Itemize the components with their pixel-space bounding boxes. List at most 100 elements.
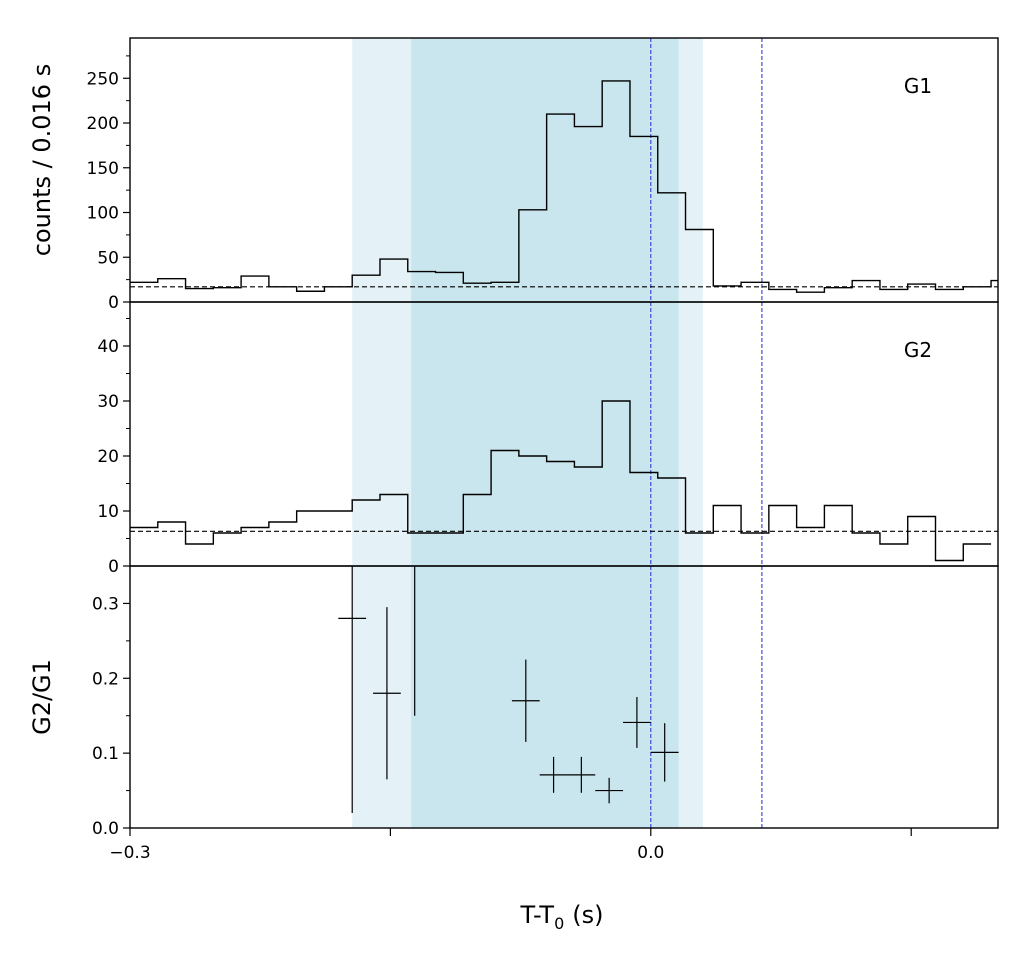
histogram-bin [519,455,547,457]
histogram-bin [436,532,464,534]
histogram-bin [186,288,214,290]
histogram-bin [519,209,547,211]
histogram-bin [408,532,436,534]
panel-2-histogram [130,400,992,562]
histogram-bin [158,521,186,523]
histogram-bin [213,532,241,534]
histogram-bin [436,271,464,273]
histogram-bin [186,543,214,545]
histogram-bin [241,527,269,529]
panel-3-ytick-label: 0.1 [92,744,119,764]
histogram-bin [880,288,908,290]
histogram-bin [130,527,158,529]
histogram-bin [797,527,825,529]
histogram-bin [936,560,964,562]
histogram-bin [574,126,602,128]
panel-1-ytick-label: 200 [87,114,119,134]
x-axis-label-unit: (s) [572,901,603,929]
histogram-bin [463,282,491,284]
ratio-point [595,777,624,804]
x-tick-label: 0.0 [637,843,664,863]
histogram-bin [602,400,630,402]
panel-3-ytick-label: 0.2 [92,669,119,689]
histogram-bin [352,499,380,501]
histogram-bin [769,505,797,507]
ratio-point [567,756,596,793]
panel-1-ytick-label: 0 [108,293,119,313]
histogram-bin [324,510,352,512]
histogram-bin [491,281,519,283]
histogram-bin [658,477,686,479]
panel-3-frame [129,565,999,829]
histogram-bin [741,281,769,283]
panel-1-ytick-label: 100 [87,204,119,224]
histogram-bin [797,291,825,293]
panel-3-ytick-label: 0.3 [92,594,119,614]
x-tick-label: −0.3 [109,843,150,863]
histogram-bin [963,543,991,545]
panel-2-label: G2 [904,338,932,362]
x-axis-label-subscript: 0 [554,914,564,933]
histogram-bin [380,258,408,260]
histogram-bin [880,543,908,545]
panel-3-ytick-label: 0.0 [92,819,119,839]
panel-1-ytick-label: 50 [97,248,119,268]
histogram-bin [630,135,658,137]
histogram-bin [630,472,658,474]
panel-2-ytick-label: 10 [97,502,119,522]
ratio-point [511,659,540,742]
histogram-bin [463,494,491,496]
panel-1-label: G1 [904,74,932,98]
histogram-bin [297,510,325,512]
x-axis-label-main: T-T [520,901,555,929]
panels: 0 50 100 150 200 250 G1 0 10 20 30 40 G2 0.0 0.1 0.2 0.3 [87,55,998,839]
panel-1: 0 50 100 150 200 250 G1 [87,55,998,313]
histogram-bin [547,461,575,463]
histogram-bin [380,494,408,496]
histogram-bin [547,113,575,115]
ratio-point [623,697,651,748]
histogram-bin [991,280,998,282]
shared-ylabel: counts / 0.016 s [28,64,56,256]
ratio-point [373,607,401,780]
histogram-bin [741,532,769,534]
panel-1-ytick-label: 250 [87,69,119,89]
histogram-bin [908,516,936,518]
axes-frames: −0.3 0.0 [109,37,999,863]
histogram-bin [713,505,741,507]
histogram-bin [408,271,436,273]
histogram-bin [852,532,880,534]
x-axis-label: T-T0 (s) [520,901,604,933]
highlight-region-1 [411,38,679,828]
histogram-bin [658,192,686,194]
histogram-bin [908,283,936,285]
histogram-bin [158,278,186,280]
histogram-bin [297,290,325,292]
ratio-point [650,723,679,782]
histogram-bin [352,274,380,276]
ratio-ylabel: G2/G1 [28,659,56,735]
histogram-bin [936,288,964,290]
panel-2-ytick-label: 40 [97,337,119,357]
panel-2-ytick-label: 30 [97,392,119,412]
panel-2-ytick-label: 20 [97,447,119,467]
histogram-bin [769,288,797,290]
histogram-bin [686,229,714,231]
histogram-bin [686,532,714,534]
histogram-bin [130,281,158,283]
panel-3: 0.0 0.1 0.2 0.3 [92,565,679,839]
histogram-bin [241,275,269,277]
ratio-point [338,566,367,814]
histogram-bin [574,466,602,468]
histogram-bin [269,521,297,523]
histogram-bin [824,505,852,507]
histogram-bin [852,280,880,282]
panel-1-ytick-label: 150 [87,159,119,179]
panel-2-ytick-label: 0 [108,557,119,577]
histogram-bin [491,450,519,452]
ratio-point [539,756,568,793]
highlight-regions [352,38,703,828]
histogram-bin [602,80,630,82]
panel-2: 0 10 20 30 40 G2 [97,318,998,577]
